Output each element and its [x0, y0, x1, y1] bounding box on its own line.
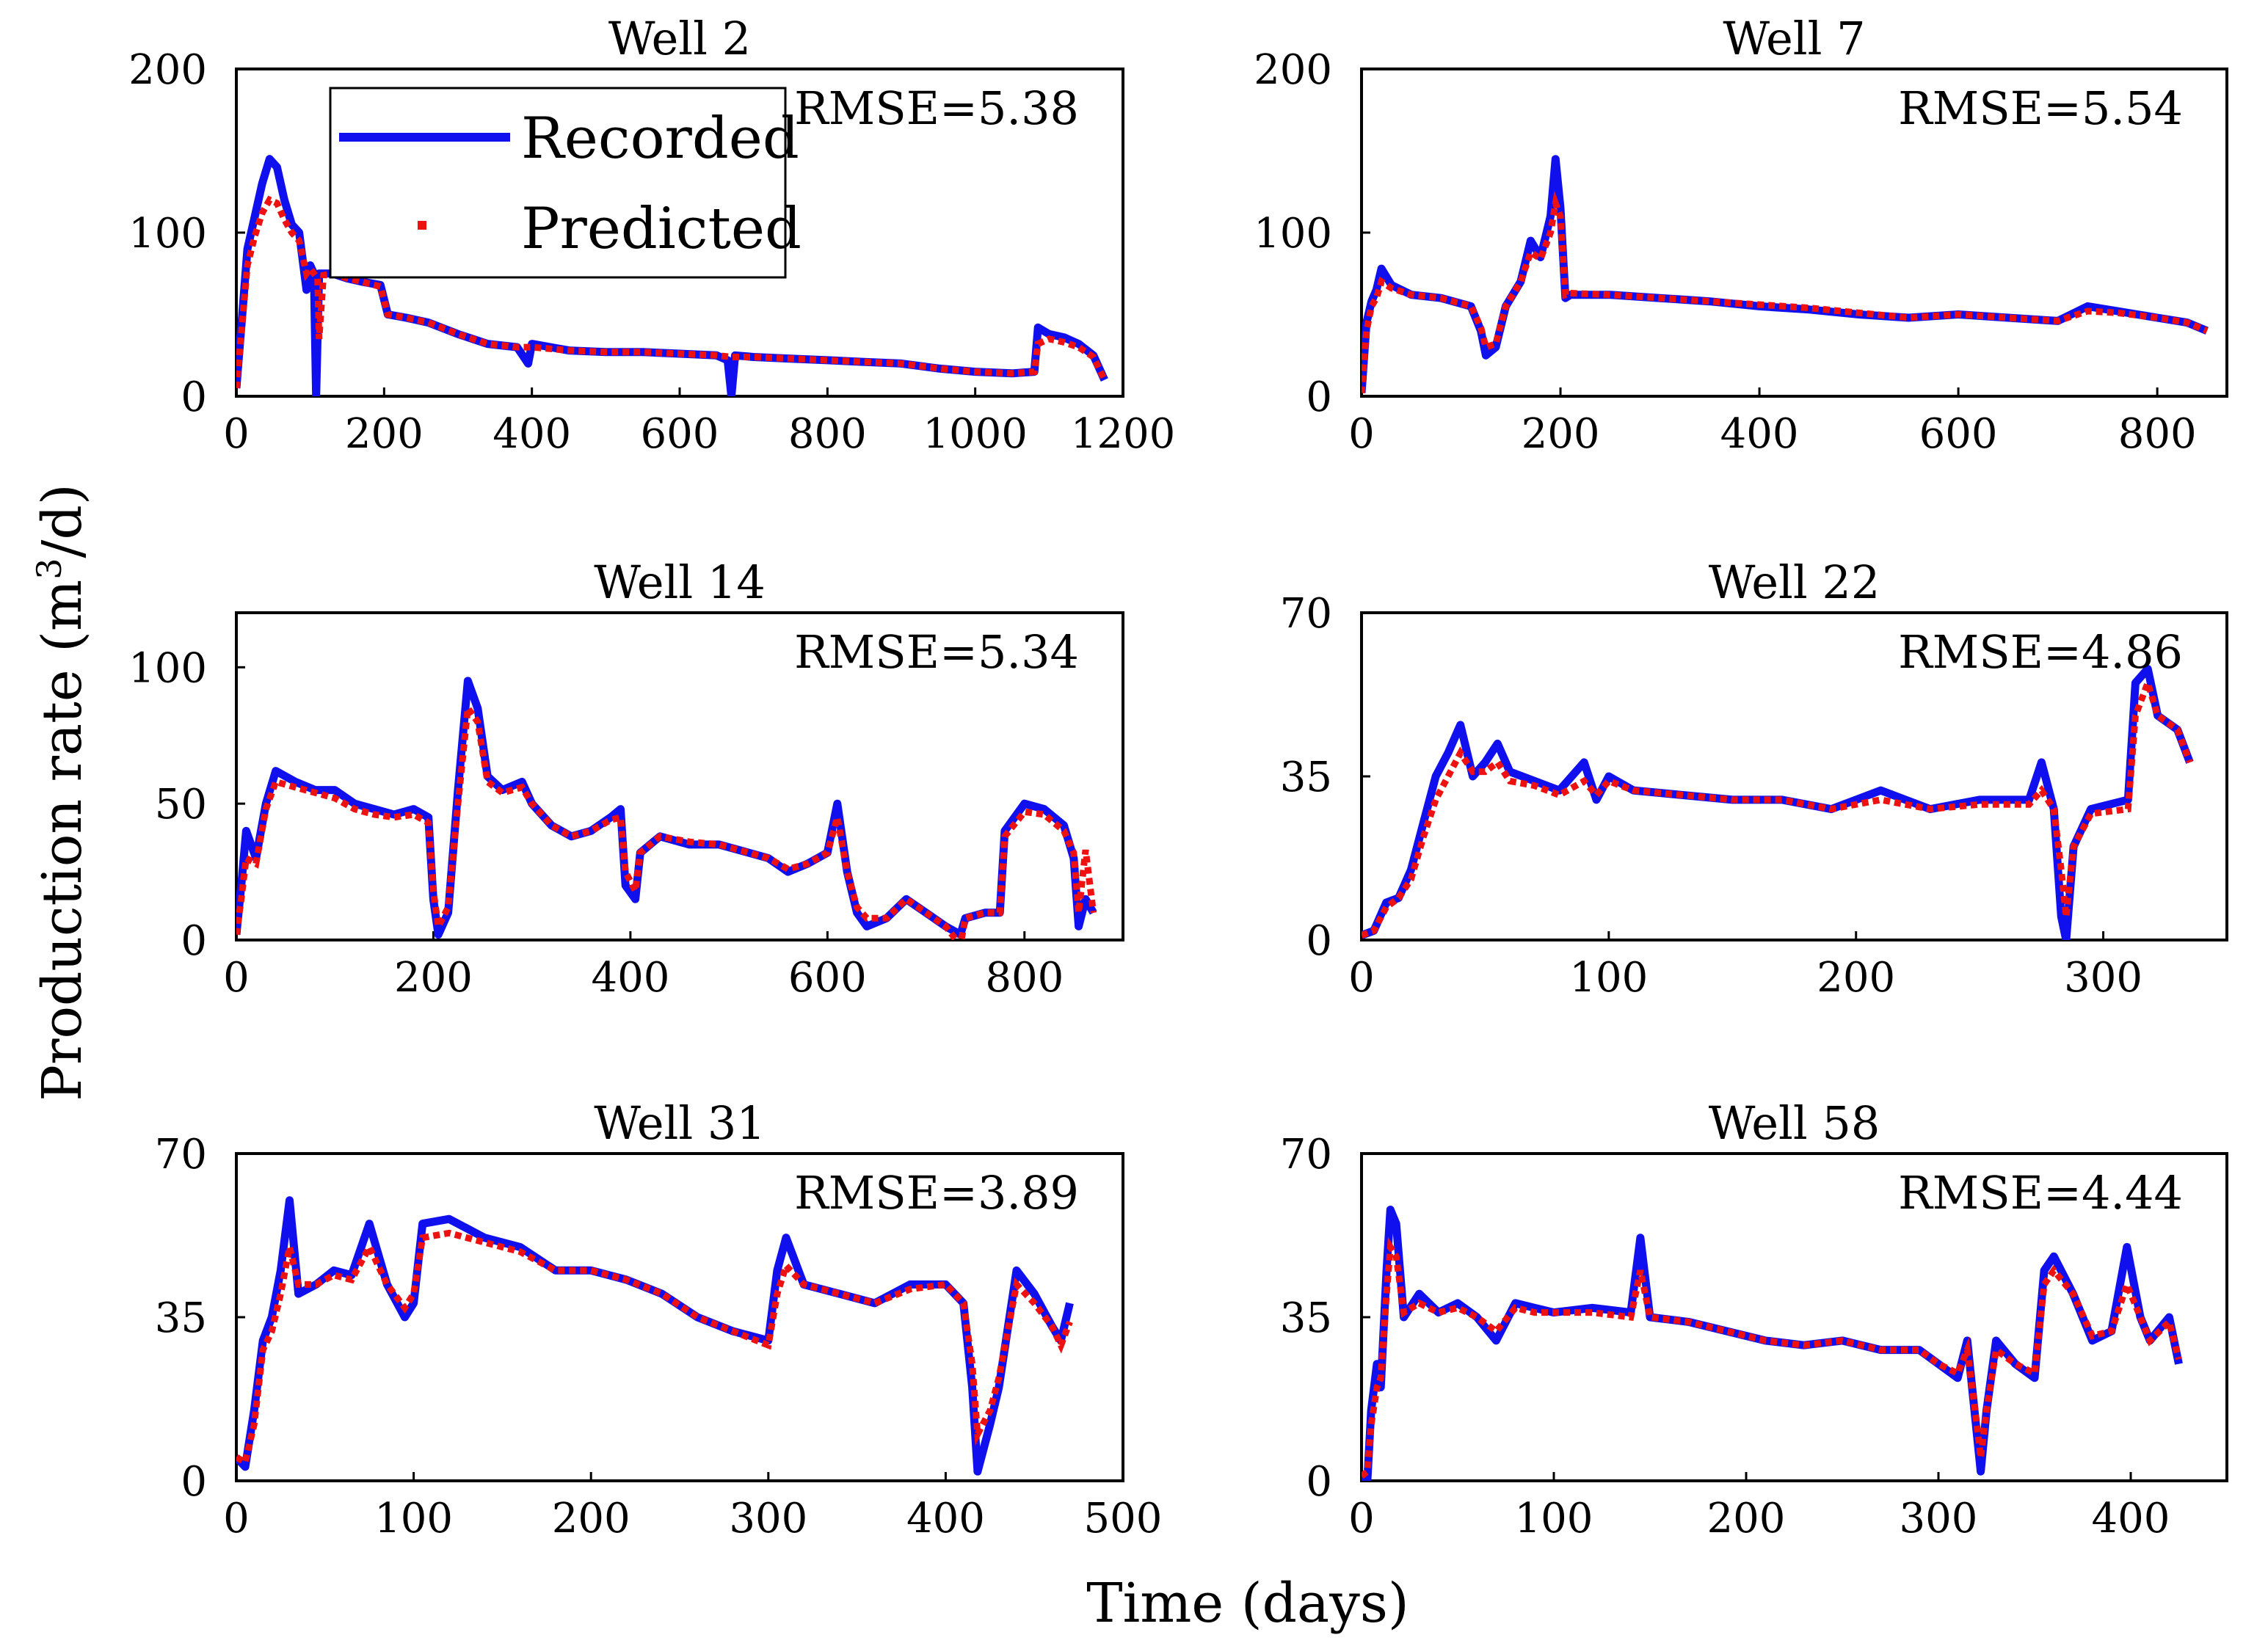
- y-axis-label-main: Production rate (m: [31, 580, 94, 1101]
- panel-6: Well 58 0 100 200 300 400 0 35 70 RMSE=4.44: [1280, 1096, 2228, 1542]
- y-axis-label-superscript: 3: [29, 558, 69, 579]
- y-tick-label: 0: [181, 1458, 207, 1506]
- y-tick-label: 70: [1280, 590, 1332, 638]
- rmse-annotation: RMSE=4.86: [1898, 625, 2183, 679]
- y-tick-label: 100: [128, 644, 207, 692]
- series-group: [1362, 155, 2209, 393]
- x-tick-label: 100: [1569, 954, 1648, 1002]
- x-tick-label: 100: [1515, 1495, 1593, 1542]
- y-tick-label: 0: [181, 374, 207, 421]
- x-tick-label: 0: [223, 954, 250, 1002]
- x-tick-label: 500: [1084, 1495, 1163, 1542]
- panels-group: Well 20 200 400 600 800 1000 12000100200RMSE=5…: [128, 12, 2228, 1542]
- legend: Recorded Predicted: [329, 87, 802, 279]
- predicted-series-line: [1362, 672, 2193, 939]
- x-tick-label: 200: [345, 410, 424, 458]
- x-tick-label: 400: [2092, 1495, 2170, 1542]
- legend-predicted-label: Predicted: [521, 196, 802, 262]
- x-tick-label: 1200: [1071, 410, 1176, 458]
- x-tick-label: 1000: [923, 410, 1028, 458]
- legend-predicted-swatch: [418, 221, 426, 230]
- x-tick-label: 600: [641, 410, 719, 458]
- y-axis-label: Production rate (m3/d): [29, 484, 94, 1101]
- legend-box: [329, 87, 787, 279]
- panel-3: Well 14 0 200 400 600 800 0 50 100 RMSE=5.34: [128, 555, 1124, 1002]
- x-tick-label: 300: [1900, 1495, 1978, 1542]
- y-tick-label: 35: [1280, 1294, 1332, 1342]
- y-tick-label: 100: [1254, 210, 1332, 258]
- y-tick-label: 200: [1254, 46, 1332, 94]
- x-tick-label: 200: [394, 954, 473, 1002]
- recorded-series-line: [1362, 155, 2209, 393]
- x-tick-label: 200: [1522, 410, 1600, 458]
- x-tick-label: 0: [223, 1495, 250, 1542]
- panel-2: Well 7 0 200 400 600 800 0 100 200 RMSE=5.54: [1254, 12, 2228, 458]
- plot-frame: [235, 611, 1124, 941]
- y-tick-label: 0: [1306, 1458, 1332, 1506]
- x-tick-label: 400: [493, 410, 571, 458]
- panel-1: Well 2 0 200 400 600 800 1000 1200 0 100 200 RMSE=5…: [128, 12, 1175, 458]
- recorded-series-line: [1362, 1206, 2183, 1481]
- x-tick-label: 0: [1348, 1495, 1375, 1542]
- panel-title: Well 58: [1709, 1096, 1880, 1150]
- panel-title: Well 14: [594, 555, 766, 609]
- x-tick-label: 400: [1720, 410, 1799, 458]
- predicted-series-line: [1362, 1236, 2182, 1479]
- series-group: [236, 1196, 1074, 1476]
- y-tick-label: 0: [1306, 917, 1332, 965]
- rmse-annotation: RMSE=5.54: [1898, 81, 2183, 135]
- x-tick-label: 200: [552, 1495, 630, 1542]
- x-tick-label: 400: [591, 954, 669, 1002]
- rmse-annotation: RMSE=5.38: [794, 81, 1079, 135]
- y-tick-label: 70: [1280, 1131, 1332, 1178]
- y-tick-label: 70: [155, 1131, 207, 1178]
- x-tick-label: 200: [1707, 1495, 1786, 1542]
- recorded-series-line: [236, 677, 1097, 939]
- panel-title: Well 22: [1709, 555, 1880, 609]
- y-tick-label: 35: [1280, 754, 1332, 801]
- predicted-series-line: [236, 1229, 1073, 1468]
- y-tick-label: 100: [128, 210, 207, 258]
- x-tick-label: 600: [1919, 410, 1998, 458]
- series-group: [1362, 1206, 2183, 1481]
- predicted-series-line: [236, 699, 1097, 940]
- y-tick-label: 0: [1306, 374, 1332, 421]
- panel-5: Well 31 0 100 200 300 400 500 0 35 70 RMSE=3.89: [155, 1096, 1163, 1542]
- predicted-series-line: [236, 195, 1108, 389]
- y-axis-label-end: /d): [31, 484, 94, 558]
- y-tick-label: 35: [155, 1294, 207, 1342]
- x-tick-label: 100: [374, 1495, 453, 1542]
- x-tick-label: 200: [1817, 954, 1895, 1002]
- x-tick-label: 0: [223, 410, 250, 458]
- x-tick-label: 300: [729, 1495, 807, 1542]
- panel-title: Well 2: [608, 12, 751, 65]
- x-tick-label: 0: [1348, 410, 1375, 458]
- x-tick-label: 600: [788, 954, 867, 1002]
- recorded-series-line: [236, 1196, 1074, 1476]
- y-tick-label: 0: [181, 917, 207, 965]
- x-tick-label: 300: [2064, 954, 2142, 1002]
- x-tick-label: 800: [788, 410, 867, 458]
- x-tick-label: 800: [2118, 410, 2197, 458]
- rmse-annotation: RMSE=5.34: [794, 625, 1079, 679]
- y-tick-label: 50: [155, 781, 207, 828]
- x-tick-label: 400: [906, 1495, 985, 1542]
- x-axis-label: Time (days): [1086, 1572, 1409, 1635]
- series-group: [236, 677, 1097, 940]
- panel-4: Well 22 0 100 200 300 0 35 70 RMSE=4.86: [1280, 555, 2228, 1002]
- predicted-series-line: [1362, 190, 2209, 393]
- x-tick-label: 800: [985, 954, 1064, 1002]
- panel-title: Well 7: [1723, 12, 1865, 65]
- panel-title: Well 31: [594, 1096, 766, 1150]
- series-group: [236, 155, 1108, 396]
- y-tick-label: 200: [128, 46, 207, 94]
- series-group: [1362, 665, 2194, 940]
- legend-recorded-label: Recorded: [521, 106, 799, 172]
- rmse-annotation: RMSE=4.44: [1898, 1166, 2183, 1220]
- rmse-annotation: RMSE=3.89: [794, 1166, 1079, 1220]
- x-tick-label: 0: [1348, 954, 1375, 1002]
